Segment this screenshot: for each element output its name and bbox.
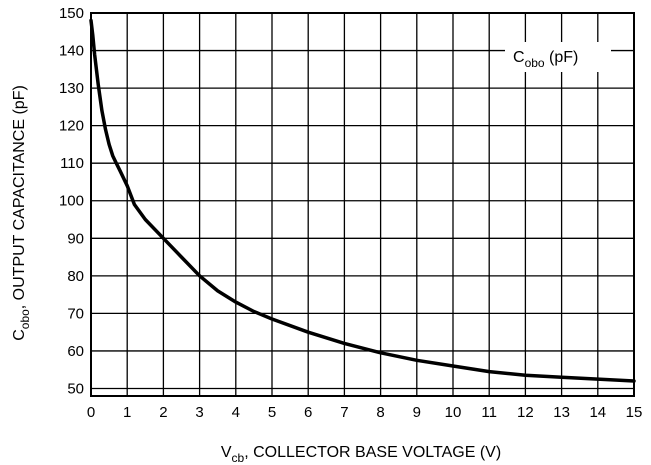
- y-axis-label: Cobo, OUTPUT CAPACITANCE (pF): [11, 85, 32, 341]
- x-tick-label: 0: [87, 404, 95, 421]
- x-tick-labels: 0 1 2 3 4 5 6 7 8 9 10 11 12 13 14 15: [87, 404, 643, 421]
- y-axis-label-main: C: [11, 329, 28, 341]
- x-tick-label: 3: [195, 404, 203, 421]
- x-tick-label: 11: [481, 404, 497, 421]
- x-tick-label: 12: [517, 404, 534, 421]
- y-tick-label: 150: [59, 5, 84, 22]
- x-axis-label-sub: cb: [232, 451, 245, 465]
- x-axis-label-rest: , COLLECTOR BASE VOLTAGE (V): [244, 444, 501, 461]
- x-tick-label: 1: [123, 404, 131, 421]
- x-tick-label: 6: [304, 404, 312, 421]
- x-tick-label: 7: [340, 404, 348, 421]
- x-tick-label: 2: [159, 404, 167, 421]
- y-tick-label: 60: [67, 343, 84, 360]
- legend-background: [505, 42, 611, 72]
- x-tick-label: 10: [445, 404, 462, 421]
- y-tick-label: 50: [67, 380, 84, 397]
- legend-sub: obo: [525, 56, 545, 70]
- x-tick-label: 4: [232, 404, 240, 421]
- legend-rest: (pF): [545, 49, 579, 66]
- x-tick-label: 5: [268, 404, 276, 421]
- legend: Cobo (pF): [505, 42, 611, 72]
- y-tick-label: 70: [67, 305, 84, 322]
- y-tick-label: 120: [59, 118, 84, 135]
- x-tick-label: 8: [376, 404, 384, 421]
- x-tick-label: 15: [626, 404, 643, 421]
- legend-entry: Cobo (pF): [513, 49, 578, 70]
- y-tick-label: 100: [59, 193, 84, 210]
- y-tick-label: 110: [60, 155, 84, 172]
- y-tick-labels: 50 60 70 80 90 100 110 120 130 140 150: [59, 5, 84, 397]
- y-tick-label: 80: [67, 268, 84, 285]
- plot-frame: [90, 12, 635, 397]
- y-axis-label-rest: , OUTPUT CAPACITANCE (pF): [11, 85, 28, 309]
- legend-main: C: [513, 49, 525, 66]
- y-tick-label: 140: [59, 43, 84, 60]
- grid: [90, 12, 635, 396]
- series-line-cobo: [89, 18, 636, 383]
- y-axis-label-sub: obo: [18, 309, 32, 329]
- series-layer: [89, 18, 636, 383]
- x-tick-label: 13: [553, 404, 570, 421]
- x-axis-label: Vcb, COLLECTOR BASE VOLTAGE (V): [221, 444, 501, 465]
- x-axis-label-main: V: [221, 444, 232, 461]
- y-tick-label: 90: [67, 230, 84, 247]
- x-tick-label: 9: [413, 404, 421, 421]
- y-tick-label: 130: [59, 80, 84, 97]
- x-tick-label: 14: [589, 404, 606, 421]
